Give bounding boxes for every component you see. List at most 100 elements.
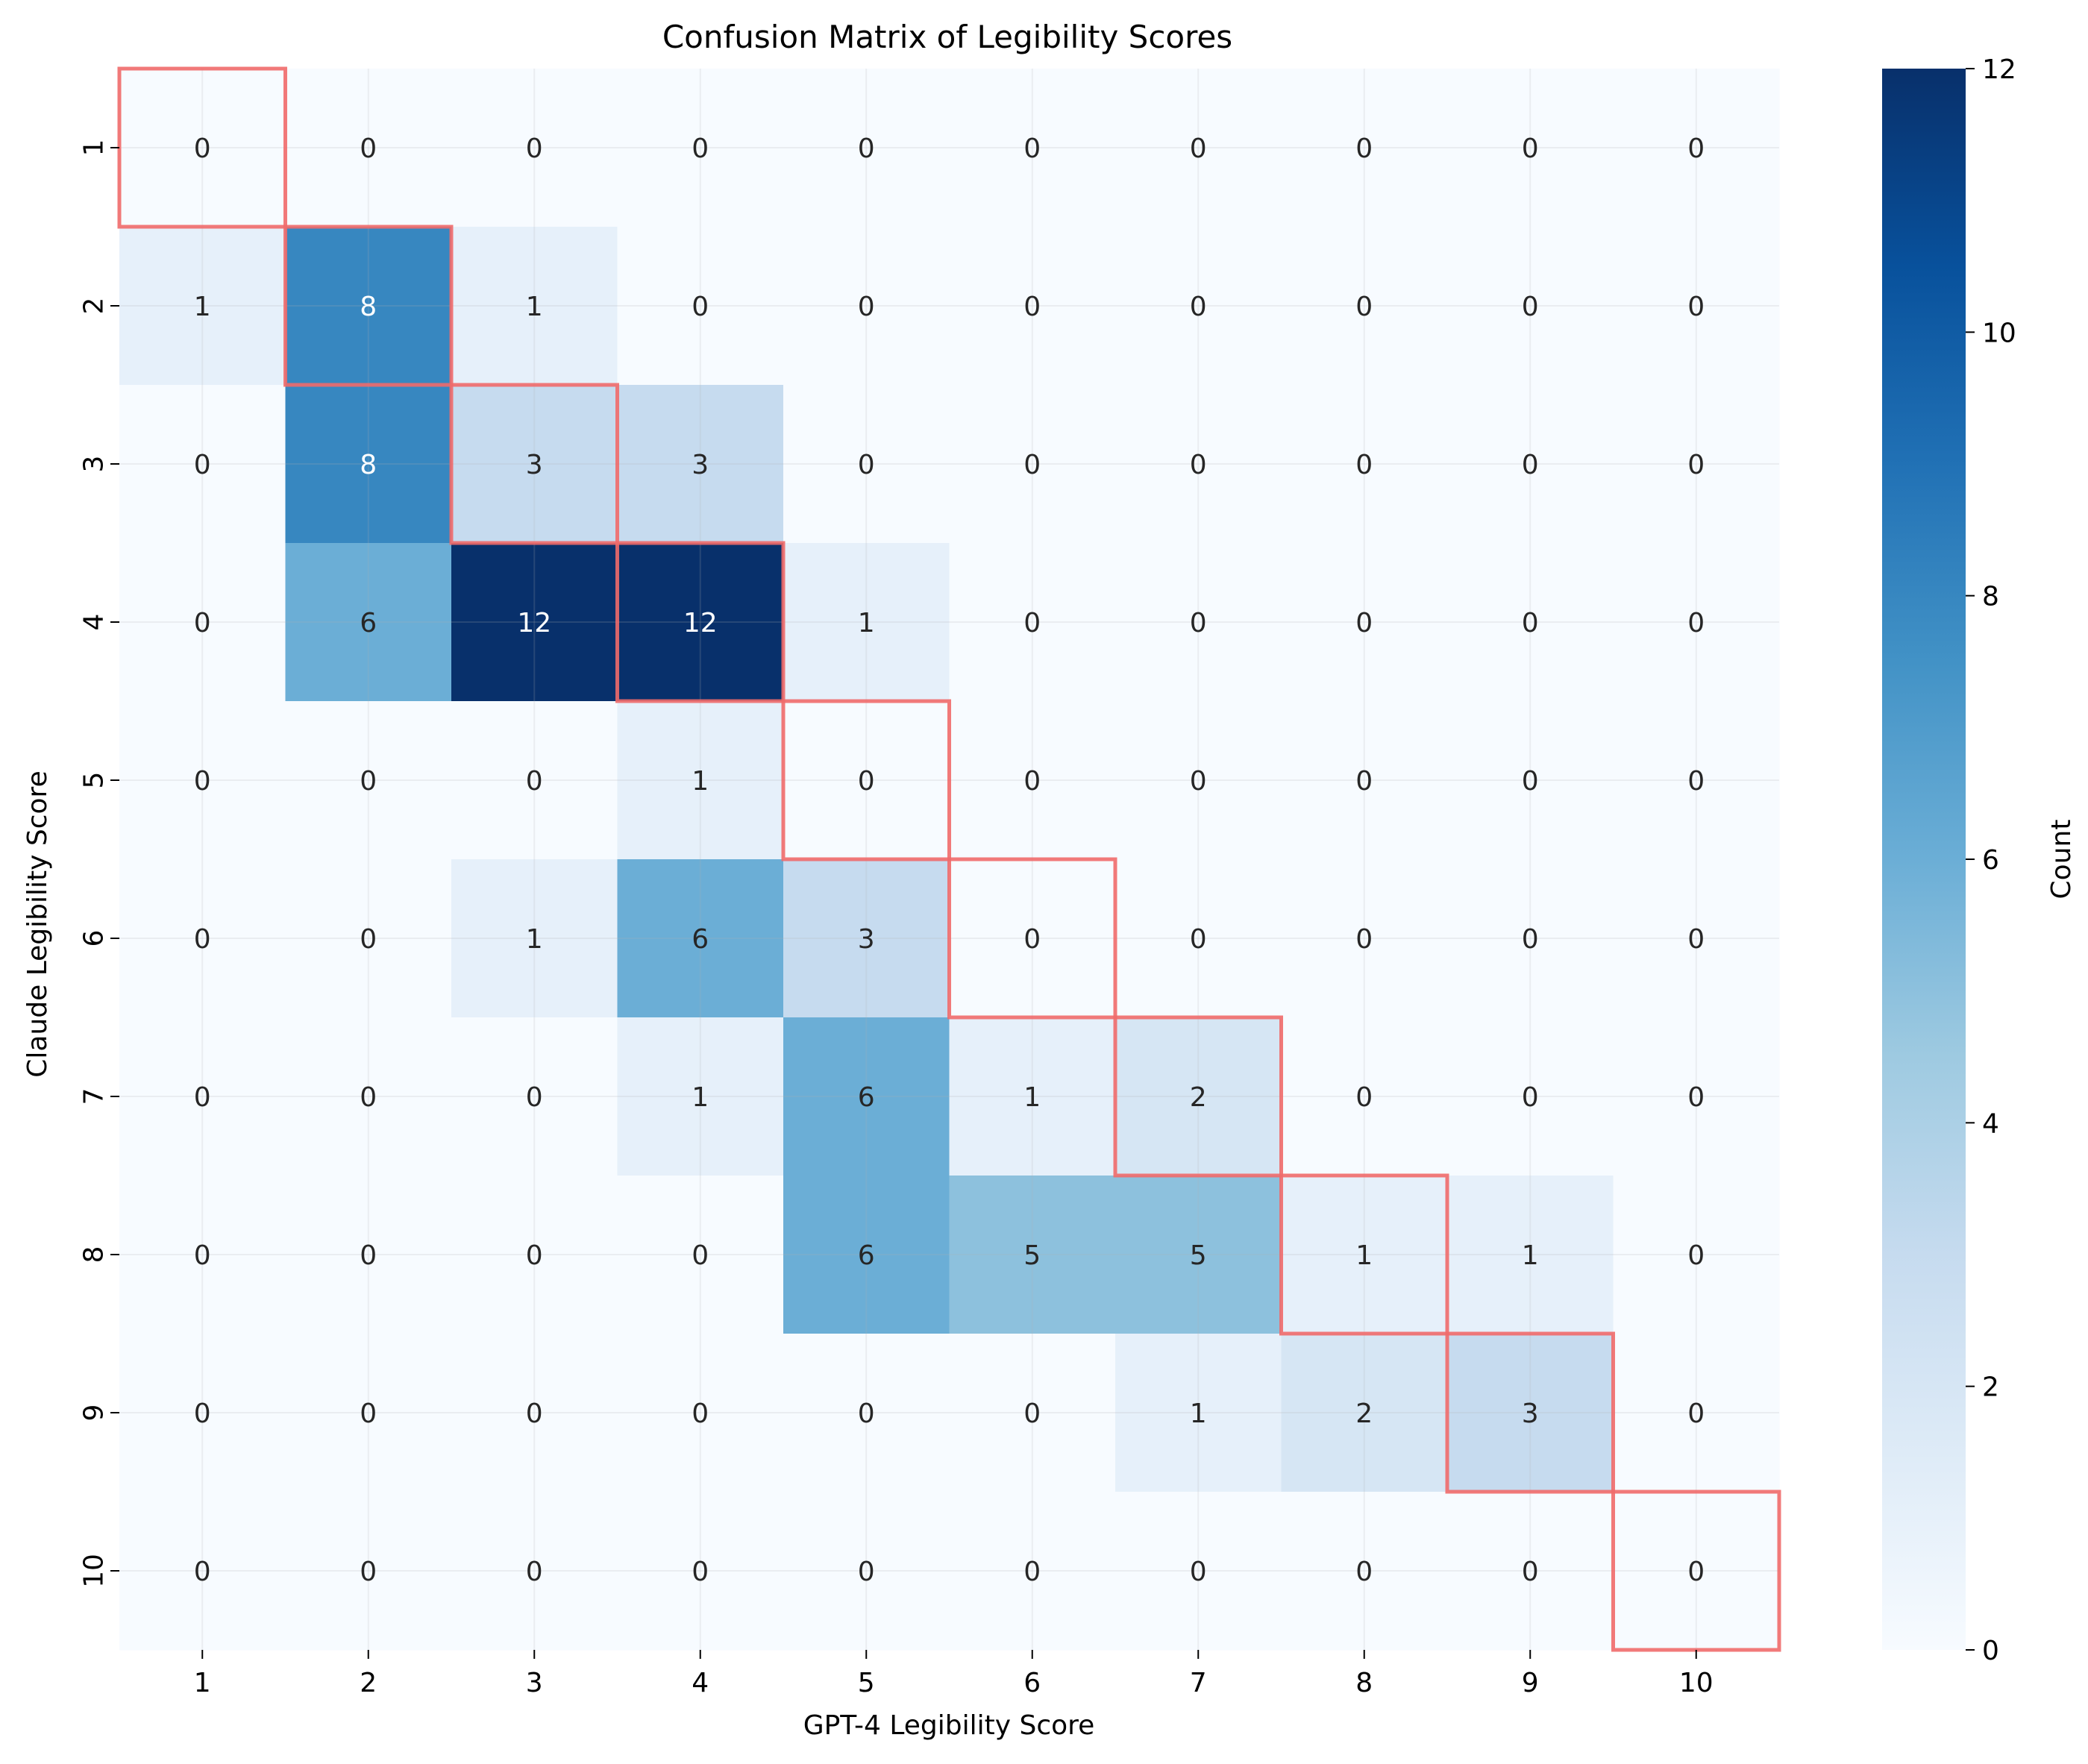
diagonal-highlight-box xyxy=(947,857,1117,1020)
cell-value-label: 0 xyxy=(1355,608,1373,638)
heatmap-cell xyxy=(119,543,286,702)
cell-value-label: 6 xyxy=(360,608,377,638)
cell-value-label: 6 xyxy=(692,924,709,955)
cell-value-label: 12 xyxy=(517,608,551,638)
heatmap-cell xyxy=(617,859,784,1018)
heatmap-cell xyxy=(451,385,618,544)
heatmap-cell xyxy=(783,385,950,544)
heatmap-cell xyxy=(783,1492,950,1651)
heatmap-cell xyxy=(451,1176,618,1334)
heatmap-cell xyxy=(949,227,1116,386)
heatmap-cell xyxy=(1613,543,1780,702)
cell-value-labels: 0 0 0 0 0 0 0 0 0 01 8 1 0 0 0 0 0 0 00 8 3 3 0 0 0 0 0 00 6 12 12 1 0 0 0… xyxy=(194,134,1705,1587)
heatmap-cell xyxy=(617,701,784,860)
heatmap-cell xyxy=(451,1017,618,1176)
heatmap-cell xyxy=(1115,1334,1282,1493)
heatmap-cell xyxy=(783,859,950,1018)
heatmap-cell xyxy=(1447,227,1614,386)
colorbar-tick-label: 2 xyxy=(1982,1372,1999,1403)
cell-value-label: 0 xyxy=(1190,134,1207,164)
cell-value-label: 0 xyxy=(1687,134,1705,164)
heatmap-cell xyxy=(285,1017,452,1176)
y-tick-label: 8 xyxy=(79,1246,110,1264)
diagonal-highlight-box xyxy=(283,225,454,387)
cell-value-label: 0 xyxy=(1023,450,1041,480)
heatmap-cell xyxy=(119,385,286,544)
cell-value-label: 0 xyxy=(194,1399,211,1429)
heatmap-cell xyxy=(617,1017,784,1176)
heatmap-cell xyxy=(1115,227,1282,386)
heatmap-cell xyxy=(949,543,1116,702)
heatmap-cell xyxy=(1115,701,1282,860)
cell-value-label: 0 xyxy=(858,450,875,480)
heatmap-cell xyxy=(949,1334,1116,1493)
cell-value-label: 0 xyxy=(526,766,543,797)
heatmap-cell xyxy=(617,1176,784,1334)
colorbar-label: Count xyxy=(2046,820,2077,900)
x-tick-label: 7 xyxy=(1190,1668,1207,1698)
y-tick-label: 3 xyxy=(79,456,110,473)
cell-value-label: 6 xyxy=(858,1082,875,1113)
heatmap-cell xyxy=(285,1334,452,1493)
cell-value-label: 0 xyxy=(858,766,875,797)
heatmap-cell xyxy=(1115,1492,1282,1651)
colorbar-tick-label: 0 xyxy=(1982,1636,1999,1666)
cell-value-label: 1 xyxy=(194,292,211,322)
heatmap-cell xyxy=(1281,701,1448,860)
cell-value-label: 1 xyxy=(1023,1082,1041,1113)
cell-value-label: 1 xyxy=(1522,1240,1539,1271)
heatmap-cell xyxy=(783,1334,950,1493)
y-axis: 1 2 3 4 5 6 7 8 9 10 xyxy=(79,139,119,1588)
cell-value-label: 0 xyxy=(1522,134,1539,164)
heatmap-cell xyxy=(285,859,452,1018)
heatmap-cell xyxy=(1447,701,1614,860)
cell-value-label: 0 xyxy=(1355,1557,1373,1587)
heatmap-cell xyxy=(617,1492,784,1651)
heatmap-cell xyxy=(1115,543,1282,702)
heatmap-cell xyxy=(617,385,784,544)
cell-value-label: 0 xyxy=(360,1240,377,1271)
colorbar-tick-label: 4 xyxy=(1982,1108,1999,1139)
heatmap-cell xyxy=(1447,1176,1614,1334)
heatmap-cell xyxy=(783,543,950,702)
x-tick-label: 8 xyxy=(1355,1668,1373,1698)
cell-value-label: 0 xyxy=(1522,1082,1539,1113)
heatmap-cell xyxy=(285,385,452,544)
y-tick-label: 4 xyxy=(79,614,110,631)
cell-value-label: 1 xyxy=(526,924,543,955)
heatmap-cell xyxy=(783,1176,950,1334)
cell-value-label: 0 xyxy=(360,924,377,955)
y-tick-label: 5 xyxy=(79,772,110,789)
cell-value-label: 3 xyxy=(526,450,543,480)
heatmap-cell xyxy=(119,1492,286,1651)
heatmap-cell xyxy=(1613,1176,1780,1334)
heatmap-cell xyxy=(1115,1017,1282,1176)
x-tick-label: 6 xyxy=(1023,1668,1041,1698)
heatmap-cell xyxy=(1281,859,1448,1018)
heatmap-cell xyxy=(617,69,784,227)
x-tick-label: 9 xyxy=(1522,1668,1539,1698)
diagonal-highlight-box xyxy=(615,541,786,703)
cell-value-label: 0 xyxy=(1190,924,1207,955)
cell-value-label: 0 xyxy=(194,1082,211,1113)
heatmap-cell xyxy=(617,1334,784,1493)
cell-value-label: 0 xyxy=(526,1557,543,1587)
heatmap-cell xyxy=(949,1176,1116,1334)
cell-value-label: 3 xyxy=(858,924,875,955)
x-tick-label: 4 xyxy=(692,1668,709,1698)
cell-value-label: 0 xyxy=(194,450,211,480)
heatmap-cell xyxy=(1281,1176,1448,1334)
heatmap-cell xyxy=(1613,1334,1780,1493)
cell-value-label: 0 xyxy=(194,134,211,164)
cell-value-label: 1 xyxy=(1190,1399,1207,1429)
y-tick-label: 10 xyxy=(79,1554,110,1588)
cell-value-label: 0 xyxy=(1687,1399,1705,1429)
heatmap-cell xyxy=(1281,543,1448,702)
heatmap-cell xyxy=(783,1017,950,1176)
cell-value-label: 0 xyxy=(1687,1557,1705,1587)
cell-value-label: 6 xyxy=(858,1240,875,1271)
heatmap-cell xyxy=(1447,543,1614,702)
cell-value-label: 0 xyxy=(1190,292,1207,322)
cell-value-label: 0 xyxy=(692,134,709,164)
cell-value-label: 0 xyxy=(1687,1082,1705,1113)
